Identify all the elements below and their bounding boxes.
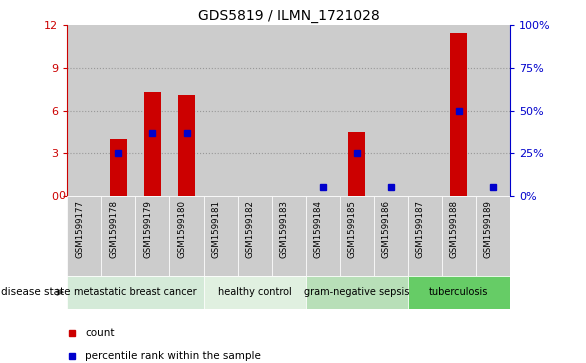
Bar bbox=[442, 25, 476, 196]
Bar bbox=[237, 196, 271, 276]
Bar bbox=[374, 196, 408, 276]
Bar bbox=[178, 95, 195, 196]
Text: GSM1599187: GSM1599187 bbox=[415, 200, 425, 258]
Text: percentile rank within the sample: percentile rank within the sample bbox=[85, 351, 261, 362]
Bar bbox=[306, 25, 340, 196]
Bar bbox=[135, 196, 169, 276]
Bar bbox=[169, 25, 203, 196]
Bar bbox=[203, 25, 237, 196]
Text: GSM1599183: GSM1599183 bbox=[280, 200, 289, 258]
Bar bbox=[348, 132, 365, 196]
Bar bbox=[110, 139, 127, 196]
Bar bbox=[408, 276, 510, 309]
Text: GSM1599177: GSM1599177 bbox=[76, 200, 84, 258]
Text: GSM1599184: GSM1599184 bbox=[314, 200, 323, 258]
Title: GDS5819 / ILMN_1721028: GDS5819 / ILMN_1721028 bbox=[197, 9, 380, 23]
Text: GSM1599179: GSM1599179 bbox=[144, 200, 152, 258]
Text: count: count bbox=[85, 328, 115, 338]
Text: GSM1599185: GSM1599185 bbox=[347, 200, 357, 258]
Bar bbox=[408, 25, 442, 196]
Bar bbox=[271, 196, 306, 276]
Bar bbox=[271, 25, 306, 196]
Text: GSM1599189: GSM1599189 bbox=[484, 200, 493, 258]
Bar bbox=[101, 25, 135, 196]
Bar bbox=[169, 196, 203, 276]
Text: GSM1599182: GSM1599182 bbox=[246, 200, 254, 258]
Bar bbox=[306, 276, 408, 309]
Text: metastatic breast cancer: metastatic breast cancer bbox=[74, 287, 197, 297]
Bar bbox=[476, 25, 510, 196]
Bar bbox=[144, 92, 161, 196]
Text: disease state: disease state bbox=[1, 287, 70, 297]
Bar bbox=[67, 25, 101, 196]
Bar bbox=[408, 196, 442, 276]
Text: GSM1599181: GSM1599181 bbox=[212, 200, 220, 258]
Bar bbox=[306, 196, 340, 276]
Bar bbox=[340, 196, 374, 276]
Text: gram-negative sepsis: gram-negative sepsis bbox=[304, 287, 410, 297]
Bar bbox=[442, 196, 476, 276]
Text: 0: 0 bbox=[59, 191, 66, 201]
Text: healthy control: healthy control bbox=[217, 287, 291, 297]
Text: GSM1599180: GSM1599180 bbox=[178, 200, 186, 258]
Bar bbox=[476, 196, 510, 276]
Bar bbox=[101, 196, 135, 276]
Bar bbox=[374, 25, 408, 196]
Bar bbox=[67, 276, 203, 309]
Bar bbox=[67, 196, 101, 276]
Bar bbox=[203, 196, 237, 276]
Text: GSM1599178: GSM1599178 bbox=[110, 200, 118, 258]
Bar bbox=[135, 25, 169, 196]
Bar bbox=[340, 25, 374, 196]
Bar bbox=[203, 276, 306, 309]
Text: tuberculosis: tuberculosis bbox=[429, 287, 489, 297]
Bar bbox=[237, 25, 271, 196]
Text: GSM1599186: GSM1599186 bbox=[381, 200, 391, 258]
Bar bbox=[450, 33, 467, 196]
Text: GSM1599188: GSM1599188 bbox=[450, 200, 459, 258]
